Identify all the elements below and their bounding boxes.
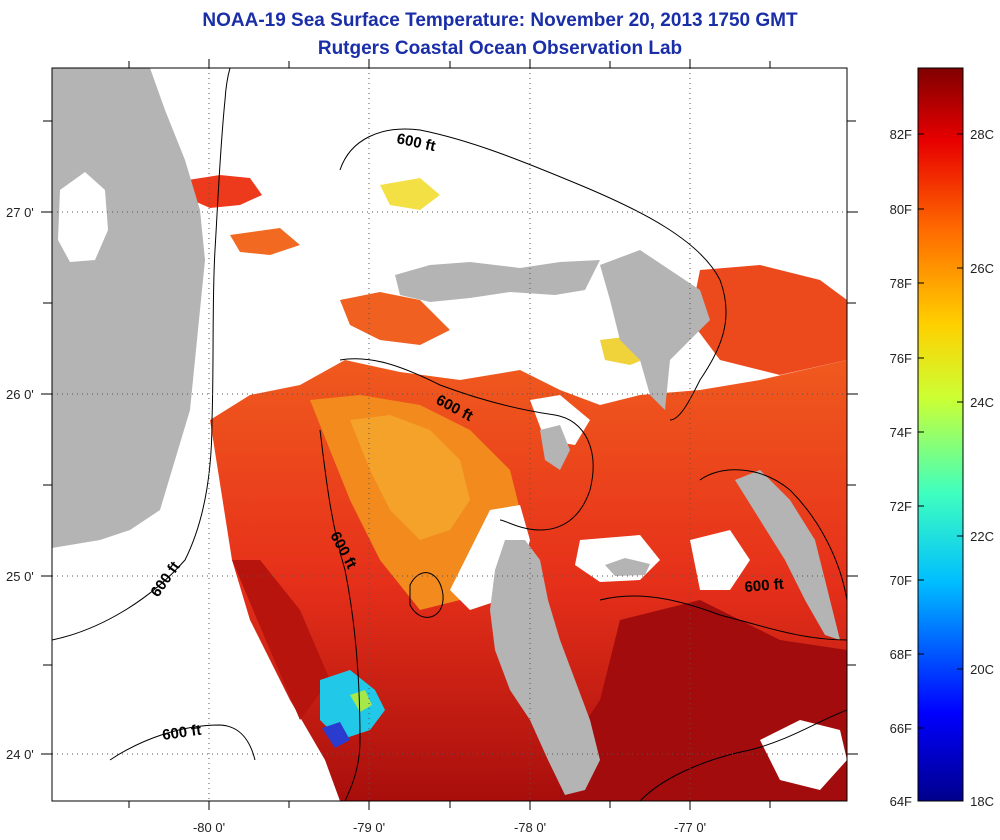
colorbar-f-label: 82F — [890, 127, 912, 142]
colorbar-f-label: 66F — [890, 721, 912, 736]
land-grand-bahama — [395, 260, 600, 302]
colorbar-c-label: 18C — [970, 794, 994, 809]
sst-cool-region-2 — [350, 415, 470, 540]
isobath-label: 600 ft — [744, 576, 785, 596]
lat-tick-label: 24 0' — [6, 747, 34, 762]
isobath-600ft-south — [639, 709, 847, 801]
colorbar-c-label: 24C — [970, 395, 994, 410]
sst-cold-spot — [320, 670, 385, 740]
sst-cold-spot-2 — [322, 722, 350, 748]
land-abaco — [600, 250, 710, 410]
graticule — [52, 68, 847, 801]
sst-warm-ne — [690, 265, 847, 375]
colorbar-c-label: 22C — [970, 529, 994, 544]
isobath-600ft-tongue — [339, 358, 594, 531]
lon-tick-label: -78 0' — [514, 820, 546, 835]
cloud-patch-4 — [760, 720, 847, 790]
colorbar-c-label: 20C — [970, 662, 994, 677]
colorbar-c-label: 28C — [970, 127, 994, 142]
colorbar-f-label: 78F — [890, 276, 912, 291]
isobath-600ft-east — [599, 595, 847, 641]
colorbar-f-label: 72F — [890, 499, 912, 514]
lon-tick-label: -77 0' — [674, 820, 706, 835]
colorbar-f-label: 70F — [890, 573, 912, 588]
map-title: NOAA-19 Sea Surface Temperature: Novembe… — [202, 10, 798, 31]
lat-tick-label: 26 0' — [6, 387, 34, 402]
sst-patch-north — [340, 292, 450, 345]
cloud-patch-3 — [690, 530, 750, 590]
isobath-600ft-north — [339, 128, 727, 421]
sst-patch-nw2 — [230, 228, 300, 255]
map-layers — [52, 68, 847, 801]
isobath-label: 600 ft — [161, 722, 202, 744]
sst-hot-sw — [232, 560, 330, 720]
isobath-600ft-loop — [409, 572, 444, 618]
colorbar-f-label: 76F — [890, 351, 912, 366]
lat-tick-label: 27 0' — [6, 205, 34, 220]
sst-cold-spot-3 — [350, 690, 372, 712]
land-eleuthera — [735, 470, 840, 640]
isobath-600ft-sw — [109, 724, 256, 761]
isobath-600ft-eleuthera — [699, 469, 847, 601]
colorbar-f-label: 74F — [890, 425, 912, 440]
isobath-600ft-channel — [319, 429, 361, 801]
lon-tick-label: -80 0' — [193, 820, 225, 835]
colorbar — [917, 67, 964, 802]
colorbar-c-label: 26C — [970, 261, 994, 276]
colorbar-f-label: 68F — [890, 647, 912, 662]
map-ticks — [41, 59, 858, 810]
land-andros — [490, 540, 600, 795]
colorbar-f-label: 64F — [890, 794, 912, 809]
land-new-providence — [605, 558, 650, 576]
lat-tick-label: 25 0' — [6, 569, 34, 584]
isobath-600ft-florida — [52, 68, 231, 641]
lake-okeechobee — [58, 172, 108, 262]
land-berry-islands — [540, 425, 570, 470]
lon-tick-label: -79 0' — [353, 820, 385, 835]
sst-patch-nw — [188, 175, 262, 208]
colorbar-ticks — [918, 133, 963, 729]
map-subtitle: Rutgers Coastal Ocean Observation Lab — [317, 38, 683, 59]
sst-yellow-spot — [380, 178, 440, 210]
colorbar-f-label: 80F — [890, 202, 912, 217]
